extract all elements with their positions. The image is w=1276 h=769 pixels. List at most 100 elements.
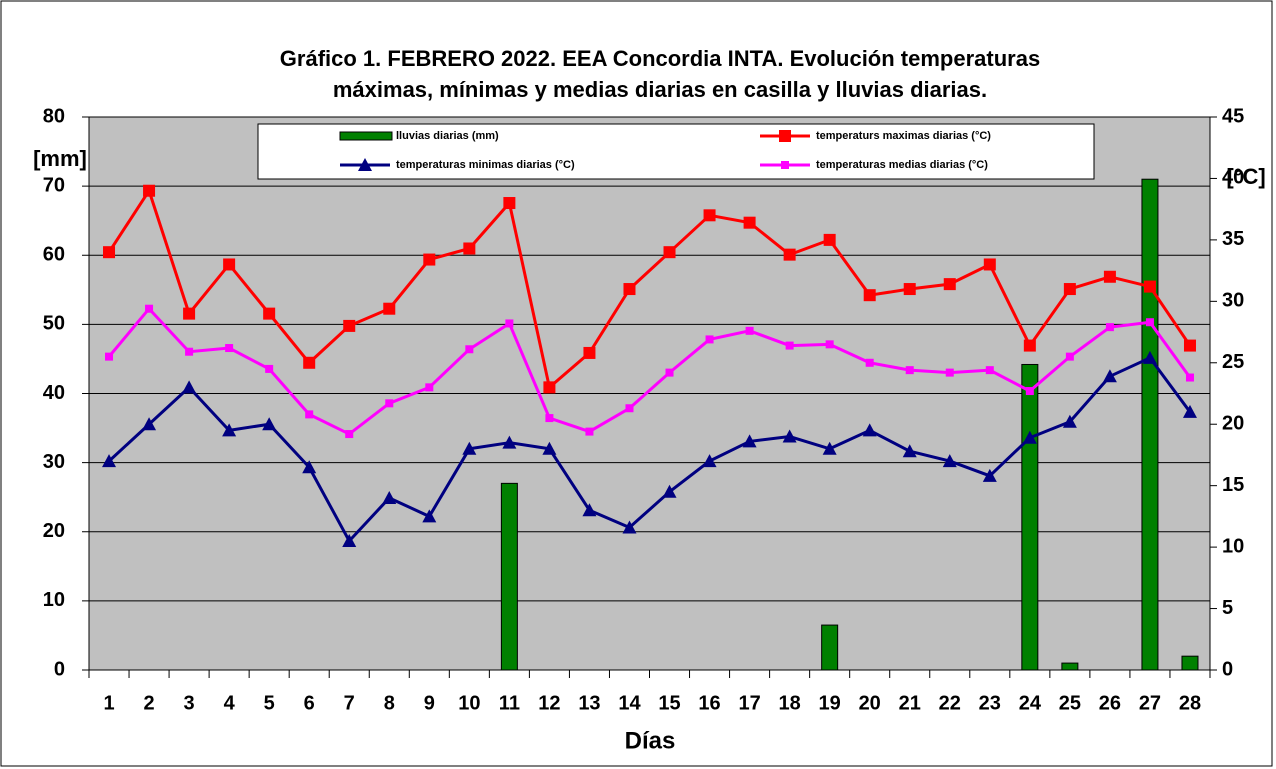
marker bbox=[385, 399, 394, 408]
y2-tick-label: 0 bbox=[1222, 658, 1233, 680]
line bbox=[107, 306, 1192, 436]
x-tick-label: 1 bbox=[103, 692, 114, 714]
y2-axis-label: [°C] bbox=[1226, 164, 1265, 189]
marker bbox=[423, 253, 436, 266]
y-tick-label: 0 bbox=[54, 658, 65, 680]
marker bbox=[462, 441, 477, 455]
marker bbox=[142, 417, 157, 431]
marker bbox=[823, 233, 836, 246]
line bbox=[108, 355, 1192, 544]
marker bbox=[1023, 339, 1036, 352]
y-tick-label: 10 bbox=[43, 589, 65, 611]
marker bbox=[1145, 318, 1154, 327]
marker bbox=[982, 468, 997, 482]
y2-tick-label: 40 bbox=[1222, 167, 1244, 189]
marker bbox=[942, 454, 957, 468]
marker bbox=[585, 427, 594, 436]
marker bbox=[1103, 270, 1116, 283]
x-tick-label: 13 bbox=[578, 692, 600, 714]
y-tick-label: 30 bbox=[43, 451, 65, 473]
marker bbox=[503, 197, 516, 210]
chart-title: Gráfico 1. FEBRERO 2022. EEA Concordia I… bbox=[280, 46, 1040, 71]
marker bbox=[623, 283, 636, 296]
marker bbox=[625, 404, 634, 413]
marker bbox=[1182, 404, 1197, 418]
marker bbox=[305, 410, 314, 419]
marker bbox=[582, 503, 597, 517]
marker bbox=[902, 444, 917, 458]
marker bbox=[583, 346, 596, 359]
bar bbox=[821, 624, 839, 671]
marker bbox=[662, 484, 677, 498]
marker bbox=[705, 335, 714, 344]
x-tick-label: 12 bbox=[538, 692, 560, 714]
bar bbox=[1021, 363, 1039, 671]
x-tick-label: 21 bbox=[899, 692, 921, 714]
marker bbox=[105, 352, 114, 361]
marker bbox=[983, 258, 996, 271]
x-tick-label: 10 bbox=[458, 692, 480, 714]
marker bbox=[863, 289, 876, 302]
marker bbox=[945, 368, 954, 377]
marker bbox=[825, 340, 834, 349]
marker bbox=[1105, 323, 1114, 332]
marker bbox=[1022, 430, 1037, 444]
marker bbox=[663, 246, 676, 259]
marker bbox=[183, 307, 196, 320]
marker bbox=[1063, 283, 1076, 296]
marker bbox=[542, 441, 557, 455]
y-tick-label: 40 bbox=[43, 382, 65, 404]
x-tick-label: 25 bbox=[1059, 692, 1081, 714]
bar bbox=[1141, 178, 1159, 671]
marker bbox=[785, 341, 794, 350]
y-axis-label: [mm] bbox=[33, 146, 87, 171]
x-tick-label: 19 bbox=[819, 692, 841, 714]
x-tick-label: 5 bbox=[264, 692, 275, 714]
marker bbox=[1102, 369, 1117, 383]
marker bbox=[185, 347, 194, 356]
x-tick-label: 7 bbox=[344, 692, 355, 714]
marker bbox=[303, 356, 316, 369]
y2-tick-label: 30 bbox=[1222, 290, 1244, 312]
marker bbox=[223, 258, 236, 271]
x-tick-label: 6 bbox=[304, 692, 315, 714]
bar bbox=[1181, 655, 1199, 671]
y2-tick-label: 25 bbox=[1222, 351, 1244, 373]
legend bbox=[257, 123, 1095, 180]
x-tick-label: 11 bbox=[499, 692, 520, 714]
marker bbox=[102, 454, 117, 468]
marker bbox=[1142, 350, 1157, 364]
marker bbox=[502, 435, 517, 449]
marker bbox=[742, 434, 757, 448]
x-tick-label: 27 bbox=[1139, 692, 1161, 714]
marker bbox=[383, 302, 396, 315]
marker bbox=[943, 278, 956, 291]
x-tick-label: 28 bbox=[1179, 692, 1201, 714]
marker bbox=[779, 130, 791, 142]
marker bbox=[143, 184, 156, 197]
legend-label: lluvias diarias (mm) bbox=[396, 130, 499, 142]
marker bbox=[743, 216, 756, 229]
marker bbox=[703, 209, 716, 222]
y2-tick-label: 20 bbox=[1222, 413, 1244, 435]
marker bbox=[1065, 352, 1074, 361]
y2-tick-label: 5 bbox=[1222, 597, 1233, 619]
marker bbox=[905, 366, 914, 375]
bar bbox=[500, 482, 518, 671]
marker bbox=[342, 533, 357, 547]
legend-label: temperaturas minimas diarias (°C) bbox=[396, 159, 575, 171]
x-axis-label: Días bbox=[625, 727, 676, 754]
marker bbox=[382, 490, 397, 504]
x-tick-label: 20 bbox=[859, 692, 881, 714]
marker bbox=[781, 161, 789, 169]
y2-tick-label: 10 bbox=[1222, 535, 1244, 557]
marker bbox=[145, 304, 154, 313]
marker bbox=[222, 423, 237, 437]
chart-title: máximas, mínimas y medias diarias en cas… bbox=[333, 77, 987, 102]
x-tick-label: 4 bbox=[224, 692, 236, 714]
marker bbox=[782, 429, 797, 443]
y-tick-label: 80 bbox=[43, 105, 65, 127]
x-tick-label: 23 bbox=[979, 692, 1001, 714]
marker bbox=[545, 414, 554, 423]
